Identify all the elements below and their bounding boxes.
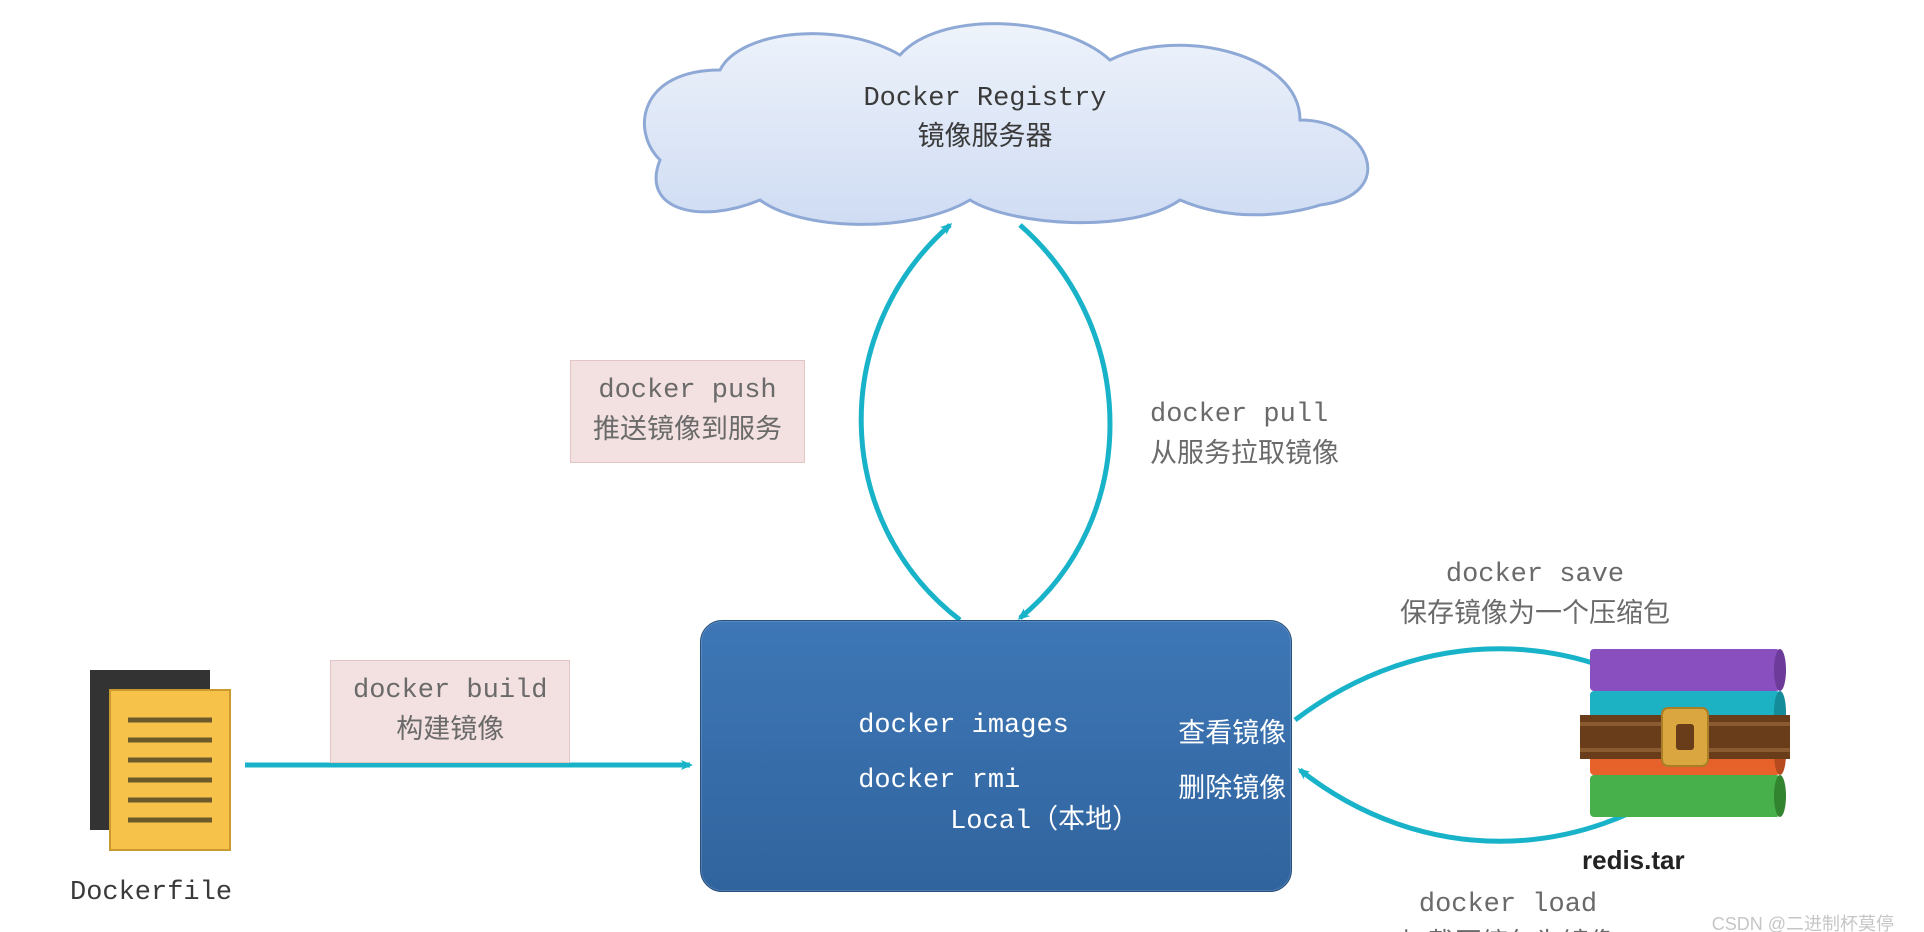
label-push: docker push 推送镜像到服务 [570, 360, 805, 463]
watermark: CSDN @二进制杯莫停 [1712, 910, 1894, 932]
label-save-cmd: docker save [1400, 555, 1670, 596]
dockerfile-label: Dockerfile [70, 878, 232, 908]
label-pull: docker pull 从服务拉取镜像 [1150, 395, 1339, 476]
label-push-desc: 推送镜像到服务 [593, 412, 782, 453]
label-load-cmd: docker load [1400, 885, 1616, 926]
label-pull-desc: 从服务拉取镜像 [1150, 436, 1339, 477]
label-push-cmd: docker push [593, 371, 782, 412]
dockerfile-icon [90, 670, 230, 850]
archive-icon [1580, 649, 1790, 817]
arrow-pull [1020, 225, 1110, 618]
label-build-desc: 构建镜像 [353, 712, 547, 753]
cloud-title-line1: Docker Registry [863, 84, 1106, 114]
arrow-push [861, 225, 960, 620]
archive-label: redis.tar [1582, 845, 1685, 876]
cloud-title-line2: 镜像服务器 [918, 121, 1053, 151]
registry-cloud: Docker Registry 镜像服务器 [644, 24, 1367, 225]
label-build-cmd: docker build [353, 671, 547, 712]
label-build: docker build 构建镜像 [330, 660, 570, 763]
local-footer: Local（本地） [950, 807, 1139, 837]
label-save-desc: 保存镜像为一个压缩包 [1400, 596, 1670, 637]
local-box: docker images 查看镜像 docker rmi 删除镜像 Local… [700, 620, 1292, 892]
label-load-desc: 加载压缩包为镜像 [1400, 926, 1616, 932]
label-save: docker save 保存镜像为一个压缩包 [1400, 555, 1670, 636]
label-load: docker load 加载压缩包为镜像 [1400, 885, 1616, 932]
label-pull-cmd: docker pull [1150, 395, 1339, 436]
